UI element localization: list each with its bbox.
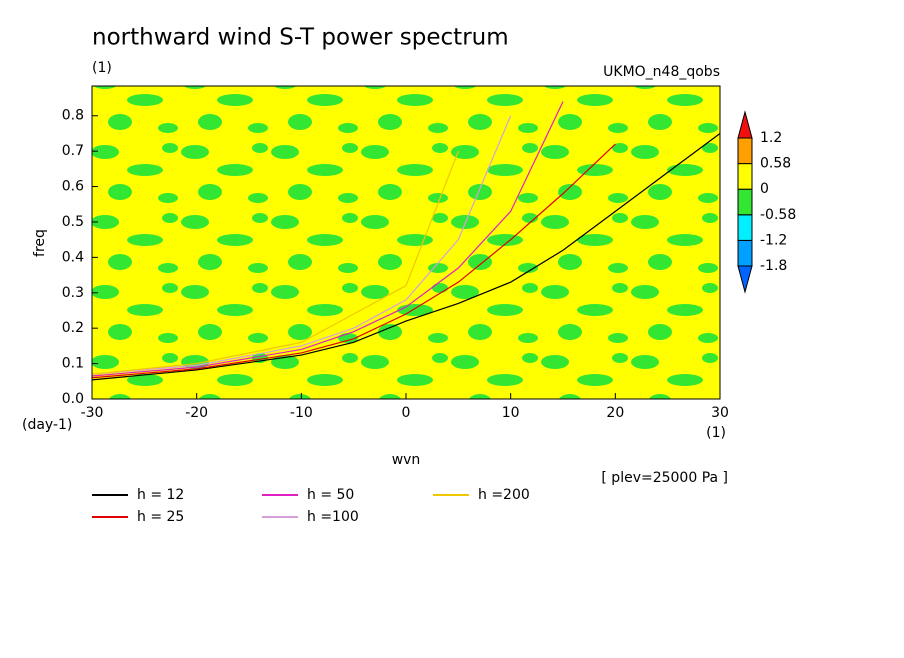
colorbar-cell [737, 214, 753, 241]
colorbar-label: 0 [760, 181, 769, 197]
series-line [92, 150, 459, 375]
colorbar-cell [737, 163, 753, 190]
y-tick-label: 0.8 [62, 108, 84, 124]
x-tick-label: -30 [81, 405, 104, 421]
colorbar-label: -0.58 [760, 207, 796, 223]
x-tick-label: 0 [402, 405, 411, 421]
colorbar-arrow [737, 265, 753, 294]
y-tick-label: 0.3 [62, 285, 84, 301]
colorbar-arrow [737, 110, 753, 139]
x-tick-label: 10 [502, 405, 520, 421]
legend-label: h =200 [478, 487, 530, 503]
legend-label: h = 25 [137, 509, 184, 525]
subtitle: (1) [92, 60, 112, 76]
y-tick-label: 0.5 [62, 214, 84, 230]
series-line [92, 101, 564, 377]
colorbar-cell [737, 188, 753, 216]
legend-label: h = 12 [137, 487, 184, 503]
x-tick-label: 20 [606, 405, 624, 421]
legend-label: h = 50 [307, 487, 354, 503]
y-unit: (day-1) [22, 417, 72, 433]
series-line [92, 132, 720, 381]
colorbar-label: 1.2 [760, 130, 782, 146]
model-label: UKMO_n48_qobs [603, 64, 720, 80]
colorbar-cell [737, 137, 753, 165]
series-line [92, 143, 616, 379]
colorbar-label: -1.8 [760, 258, 787, 274]
curves [92, 101, 720, 381]
y-tick-label: 0.1 [62, 356, 84, 372]
chart-title: northward wind S-T power spectrum [92, 25, 509, 51]
x-axis-label: wvn [392, 452, 421, 468]
contour-field [92, 86, 720, 399]
y-tick-label: 0.0 [62, 391, 84, 407]
x-tick-label: -20 [185, 405, 208, 421]
colorbar-label: -1.2 [760, 232, 787, 248]
y-tick-label: 0.2 [62, 320, 84, 336]
x-unit: (1) [706, 425, 726, 441]
x-tick-label: -10 [290, 405, 313, 421]
x-tick-label: 30 [711, 405, 729, 421]
y-tick-label: 0.6 [62, 179, 84, 195]
y-tick-label: 0.4 [62, 249, 84, 265]
legend-label: h =100 [307, 509, 359, 525]
y-tick-label: 0.7 [62, 143, 84, 159]
annotation: [ plev=25000 Pa ] [601, 470, 728, 486]
colorbar-label: 0.58 [760, 156, 791, 172]
series-line [92, 115, 512, 375]
y-axis-label: freq [32, 229, 48, 257]
colorbar-cell [737, 239, 753, 267]
